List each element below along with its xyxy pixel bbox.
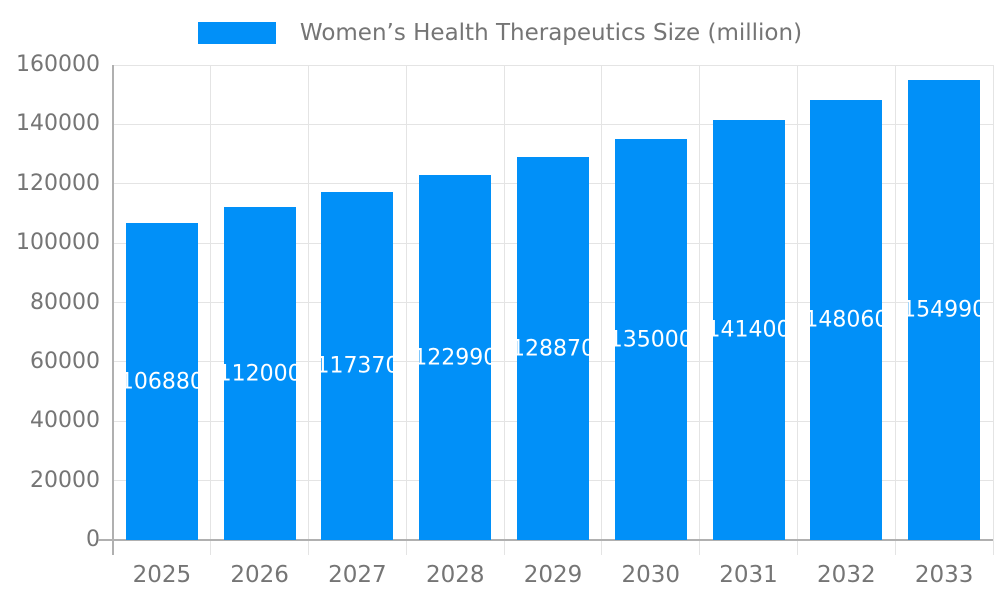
x-axis-tick-label: 2029 (523, 562, 583, 588)
y-axis-tick-label: 100000 (16, 230, 100, 256)
bar[interactable]: 148060 (810, 100, 883, 540)
x-axis-tick-label: 2028 (425, 562, 485, 588)
y-axis-tick-label: 140000 (16, 111, 100, 137)
y-axis-tick-label: 160000 (16, 52, 100, 77)
h-gridline (113, 64, 993, 66)
bar[interactable]: 141400 (712, 120, 785, 540)
x-axis-tick-label: 2032 (817, 562, 876, 588)
v-gridline (503, 65, 505, 555)
legend: Women’s Health Therapeutics Size (millio… (0, 20, 1000, 46)
v-gridline (796, 65, 798, 555)
bar[interactable]: 106880 (125, 223, 198, 540)
x-axis-tick-label: 2031 (719, 562, 778, 588)
y-axis-tick-label: 80000 (30, 289, 100, 315)
x-axis-tick-label: 2026 (230, 562, 289, 588)
v-gridline (210, 65, 212, 555)
bar[interactable]: 135000 (614, 139, 687, 540)
legend-swatch (197, 22, 276, 44)
h-gridline (113, 123, 993, 125)
y-axis-tick-label: 60000 (30, 348, 100, 374)
y-axis-tick-label: 40000 (30, 408, 100, 434)
bar[interactable]: 117370 (321, 192, 394, 540)
x-axis-tick-label: 2030 (621, 562, 681, 588)
bar-value-label: 112000 (223, 361, 296, 386)
bar-value-label: 154990 (908, 297, 981, 323)
legend-label: Women’s Health Therapeutics Size (millio… (299, 20, 803, 46)
bar-value-label: 128870 (517, 336, 589, 361)
v-gridline (992, 65, 994, 555)
y-axis-line (112, 65, 114, 555)
x-axis-tick-label: 2025 (132, 562, 192, 588)
bar[interactable]: 122990 (419, 175, 492, 540)
v-gridline (894, 65, 896, 555)
x-axis-tick-label: 2027 (328, 562, 387, 588)
bar-value-label: 117370 (321, 353, 394, 379)
x-axis-line (98, 539, 993, 541)
v-gridline (308, 65, 310, 555)
bar-value-label: 135000 (614, 327, 687, 352)
bar-value-label: 141400 (712, 317, 785, 343)
y-axis-tick-label: 120000 (16, 170, 100, 196)
x-axis-tick-label: 2033 (914, 562, 974, 588)
bar[interactable]: 128870 (517, 157, 589, 540)
bar-value-label: 122990 (419, 345, 492, 370)
bar[interactable]: 112000 (223, 207, 296, 540)
y-axis-tick-label: 0 (86, 527, 100, 552)
y-axis-tick-label: 20000 (30, 467, 100, 493)
bar-value-label: 106880 (125, 369, 198, 394)
v-gridline (699, 65, 701, 555)
bar-value-label: 148060 (810, 307, 883, 333)
v-gridline (405, 65, 407, 555)
bar[interactable]: 154990 (908, 80, 981, 540)
v-gridline (601, 65, 603, 555)
